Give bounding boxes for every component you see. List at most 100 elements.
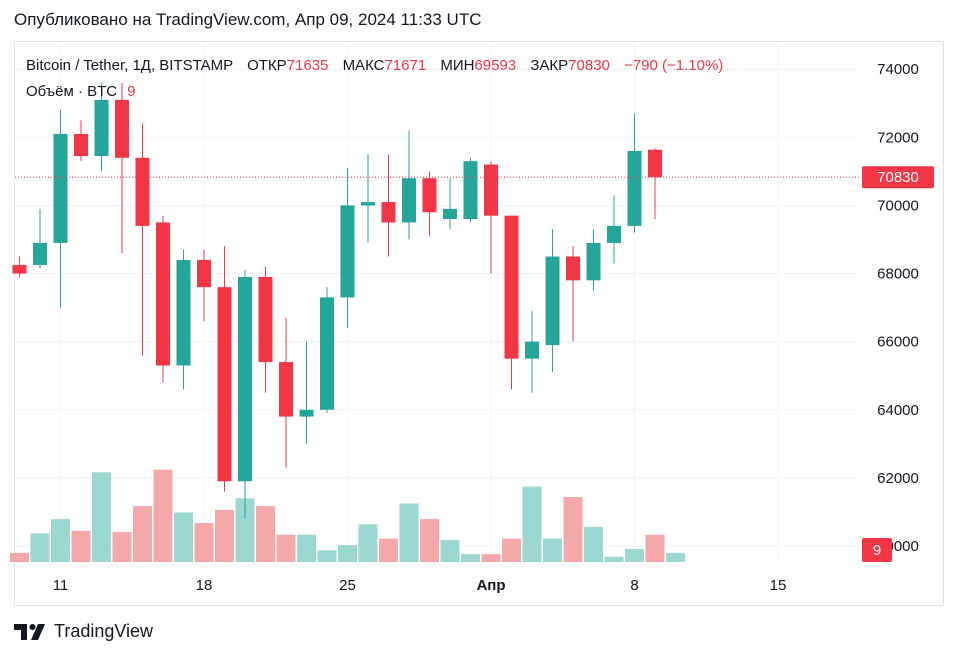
volume-bar (338, 545, 357, 562)
candle-up (361, 202, 375, 206)
candle-down (12, 265, 27, 274)
candle-up (176, 259, 191, 366)
volume-bar (358, 524, 378, 562)
volume-bar (563, 497, 583, 562)
time-tick-label: 18 (196, 577, 213, 594)
candle-up (320, 297, 334, 410)
volume-badge-label: 9 (873, 542, 881, 559)
ohlc-legend: Bitcoin / Tether, 1Д, BITSTAMP ОТКР71635… (26, 57, 723, 74)
volume-bar (10, 552, 29, 562)
volume-badge (862, 538, 892, 562)
low-label: МИН (440, 57, 475, 74)
volume-label[interactable]: Объём · BTC (26, 83, 118, 100)
volume-bar (71, 530, 91, 562)
price-tick-label: 64000 (877, 402, 919, 419)
open-value: 71635 (286, 57, 329, 74)
time-tick-label: 25 (339, 577, 356, 594)
volume-bar (604, 556, 624, 562)
low-value: 69593 (474, 57, 517, 74)
price-tick-label: 74000 (877, 61, 919, 78)
volume-bar (133, 506, 152, 562)
volume-bar (235, 498, 255, 562)
price-tick-label: 68000 (877, 266, 919, 283)
volume-bar (51, 519, 70, 562)
volume-bar (481, 554, 501, 562)
footer-brand: TradingView (54, 621, 154, 641)
volume-bar (502, 538, 521, 562)
candle-up (299, 409, 314, 417)
candle-down (258, 276, 273, 363)
volume-bar (625, 549, 644, 562)
published-caption: Опубликовано на TradingView.com, Апр 09,… (14, 10, 482, 29)
tradingview-logo-icon (14, 623, 45, 640)
candle-down (484, 164, 498, 216)
volume-legend: Объём · BTC 9 (26, 83, 136, 100)
candle-up (586, 242, 601, 281)
volume-bar (112, 532, 132, 562)
volume-bar (440, 539, 460, 562)
candle-up (545, 256, 560, 346)
tradingview-logo[interactable]: TradingView (14, 621, 153, 642)
volume-bar (276, 534, 296, 562)
time-tick-label: 15 (770, 577, 787, 594)
price-tick-label: 72000 (877, 129, 919, 146)
close-value: 70830 (568, 57, 610, 74)
volume-bar (215, 510, 234, 562)
candle-down (197, 259, 211, 288)
volume-value: 9 (127, 83, 136, 100)
volume-bar (153, 469, 173, 562)
volume-bar (666, 552, 685, 562)
volume-bar (461, 554, 480, 562)
volume-bar (543, 538, 562, 562)
volume-bar (399, 503, 419, 562)
symbol-label[interactable]: Bitcoin / Tether, 1Д, BITSTAMP (26, 57, 233, 74)
change-value: −790 (−1.10%) (624, 57, 724, 74)
volume-bar (256, 506, 275, 562)
candle-up (238, 276, 252, 482)
candle-down (648, 149, 662, 178)
candle-down (279, 362, 293, 417)
candle-down (74, 133, 88, 157)
volume-bar (317, 550, 337, 562)
last-price-badge-label: 70830 (877, 169, 919, 186)
candle-down (217, 287, 232, 482)
last-price-badge (862, 166, 934, 189)
time-tick-label: Апр (476, 577, 505, 594)
candle-down (422, 178, 437, 213)
price-tick-label: 70000 (877, 197, 919, 214)
volume-bar (522, 486, 542, 562)
candle-up (402, 178, 416, 223)
volume-bar (174, 512, 193, 562)
candle-down (381, 202, 396, 223)
volume-bar (379, 538, 398, 562)
volume-bar (297, 534, 316, 562)
candle-up (340, 205, 355, 298)
open-label: ОТКР (247, 57, 287, 74)
price-tick-label: 66000 (877, 334, 919, 351)
candle-down (566, 256, 580, 281)
candle-up (94, 99, 109, 157)
price-tick-label: 62000 (877, 470, 919, 487)
time-tick-label: 11 (53, 577, 69, 594)
time-tick-label: 8 (630, 577, 638, 594)
candle-up (607, 225, 621, 243)
high-value: 71671 (384, 57, 427, 74)
high-label: МАКС (342, 57, 385, 74)
candle-up (627, 150, 642, 226)
candle-up (53, 133, 68, 243)
volume-bar (420, 519, 439, 562)
chart-frame[interactable] (14, 41, 944, 606)
volume-bar (584, 526, 603, 562)
candle-up (525, 341, 539, 359)
close-label: ЗАКР (530, 57, 569, 74)
volume-bar (194, 523, 214, 562)
volume-bar (645, 534, 665, 562)
candle-down (504, 215, 519, 359)
candle-down (135, 157, 150, 226)
candle-down (115, 99, 129, 158)
candle-up (33, 242, 47, 266)
candle-up (443, 208, 457, 220)
volume-bar (92, 472, 111, 562)
candle-up (463, 161, 478, 220)
